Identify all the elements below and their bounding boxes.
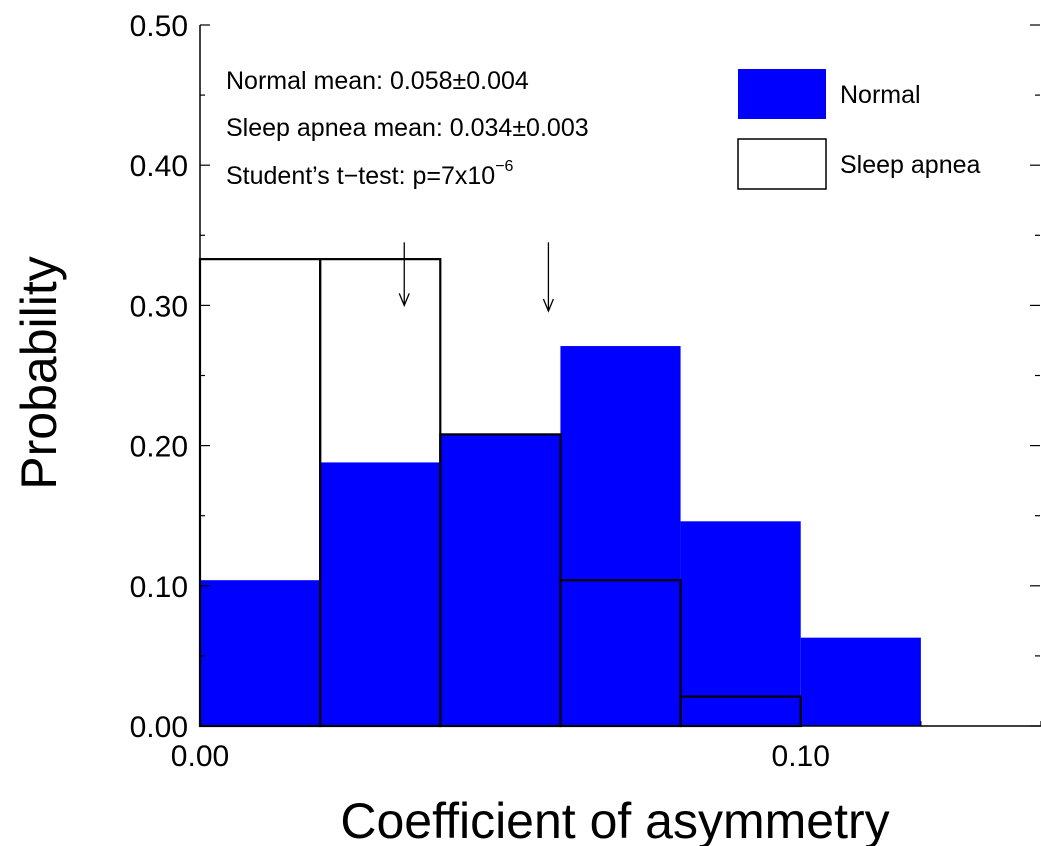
x-tick-label: 0.10 — [772, 740, 830, 773]
bar-normal-2 — [440, 434, 561, 726]
bar-normal-3 — [560, 346, 681, 726]
bar-normal-0 — [200, 580, 321, 726]
annotation-box: Normal mean: 0.058±0.004 Sleep apnea mea… — [226, 67, 589, 190]
bar-normal-5 — [800, 637, 921, 726]
y-tick-label: 0.00 — [130, 711, 188, 744]
y-tick-label: 0.50 — [130, 10, 188, 43]
normal-mean-annotation: Normal mean: 0.058±0.004 — [226, 67, 529, 95]
normal-series — [200, 346, 921, 726]
bar-normal-1 — [320, 462, 441, 726]
y-axis-title: Probability — [11, 256, 67, 489]
y-tick-label: 0.20 — [130, 431, 188, 464]
x-axis-title: Coefficient of asymmetry — [340, 793, 889, 846]
ttest-annotation-exponent: −6 — [495, 158, 513, 175]
axis-ticks: 0.00 0.10 0.20 0.30 0.40 0.50 0.00 0.10 — [130, 10, 1041, 773]
legend-label-sleep-apnea: Sleep apnea — [840, 151, 981, 179]
mean-arrow-head-1 — [542, 298, 555, 313]
legend-swatch-normal — [738, 69, 826, 119]
mean-arrows — [398, 242, 555, 313]
legend: Normal Sleep apnea — [737, 69, 981, 190]
y-tick-label: 0.40 — [130, 150, 188, 183]
apnea-mean-annotation: Sleep apnea mean: 0.034±0.003 — [226, 114, 589, 142]
bar-normal-4 — [680, 521, 801, 726]
y-tick-label: 0.30 — [130, 290, 188, 323]
legend-swatch-sleep-apnea — [737, 138, 827, 190]
ttest-annotation: Student’s t−test: p=7x10−6 — [226, 158, 514, 190]
y-tick-label: 0.10 — [130, 571, 188, 604]
x-tick-label: 0.00 — [171, 740, 229, 773]
legend-label-normal: Normal — [840, 81, 921, 109]
mean-arrow-head-0 — [398, 293, 410, 308]
ttest-annotation-text: Student’s t−test: p=7x10 — [226, 162, 495, 190]
